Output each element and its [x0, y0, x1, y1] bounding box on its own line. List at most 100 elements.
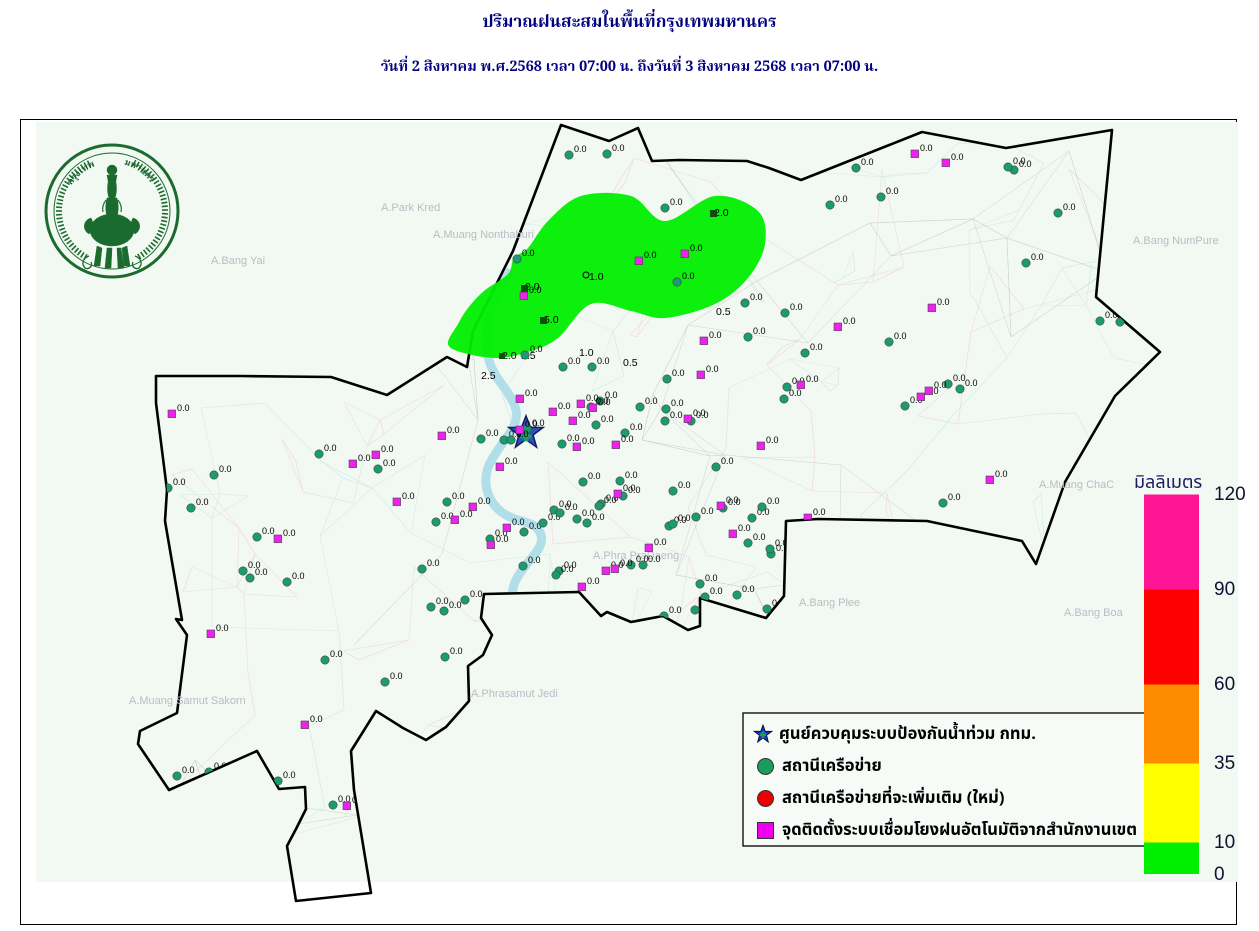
svg-text:0.0: 0.0	[592, 512, 605, 522]
svg-text:0.0: 0.0	[450, 646, 463, 656]
svg-text:0.0: 0.0	[835, 194, 848, 204]
svg-text:0.0: 0.0	[1105, 310, 1118, 320]
svg-text:0.0: 0.0	[597, 356, 610, 366]
svg-text:0.0: 0.0	[601, 414, 614, 424]
svg-text:0.0: 0.0	[505, 456, 518, 466]
svg-text:0.0: 0.0	[310, 714, 323, 724]
svg-text:2.5: 2.5	[481, 370, 496, 382]
svg-text:0.0: 0.0	[182, 765, 195, 775]
svg-text:0.0: 0.0	[436, 596, 449, 606]
svg-text:0.0: 0.0	[789, 388, 802, 398]
svg-text:A.Bang Yai: A.Bang Yai	[211, 255, 265, 267]
svg-text:0.0: 0.0	[937, 297, 950, 307]
svg-text:0.0: 0.0	[813, 507, 826, 517]
svg-text:0.0: 0.0	[861, 157, 874, 167]
svg-text:A.Bang Plee: A.Bang Plee	[799, 597, 860, 609]
svg-text:0.0: 0.0	[512, 517, 525, 527]
svg-text:0.0: 0.0	[219, 464, 232, 474]
svg-text:0.0: 0.0	[806, 374, 819, 384]
svg-text:0.0: 0.0	[565, 502, 578, 512]
svg-text:0.0: 0.0	[283, 528, 296, 538]
svg-text:0.0: 0.0	[753, 532, 766, 542]
svg-text:0.0: 0.0	[843, 316, 856, 326]
svg-text:0.0: 0.0	[766, 435, 779, 445]
svg-text:0.0: 0.0	[894, 331, 907, 341]
svg-text:0.0: 0.0	[578, 410, 591, 420]
svg-text:0.0: 0.0	[567, 433, 580, 443]
svg-text:0.0: 0.0	[1013, 156, 1026, 166]
svg-text:0.0: 0.0	[953, 373, 966, 383]
svg-text:0.0: 0.0	[530, 344, 543, 354]
svg-text:0.0: 0.0	[324, 443, 337, 453]
svg-text:0.0: 0.0	[588, 471, 601, 481]
svg-text:0.0: 0.0	[427, 558, 440, 568]
svg-text:0.0: 0.0	[478, 496, 491, 506]
svg-text:A.Park Kred: A.Park Kred	[381, 202, 440, 214]
svg-text:0.0: 0.0	[1031, 252, 1044, 262]
svg-text:0.0: 0.0	[886, 186, 899, 196]
svg-text:0.0: 0.0	[630, 422, 643, 432]
svg-text:0.0: 0.0	[654, 537, 667, 547]
svg-text:0.0: 0.0	[528, 555, 541, 565]
svg-text:1.0: 1.0	[579, 347, 594, 359]
svg-text:0.0: 0.0	[709, 330, 722, 340]
svg-text:0.0: 0.0	[742, 584, 755, 594]
svg-text:0.0: 0.0	[558, 401, 571, 411]
svg-text:0.0: 0.0	[934, 380, 947, 390]
svg-text:0.0: 0.0	[710, 586, 723, 596]
svg-text:A.Muang Samut Sakorn: A.Muang Samut Sakorn	[129, 695, 246, 707]
svg-text:0.0: 0.0	[330, 649, 343, 659]
svg-text:0.0: 0.0	[460, 509, 473, 519]
svg-text:0.0: 0.0	[1125, 311, 1138, 321]
svg-text:0.0: 0.0	[358, 453, 371, 463]
svg-text:0.0: 0.0	[381, 444, 394, 454]
svg-text:0.0: 0.0	[586, 393, 599, 403]
svg-text:0.0: 0.0	[670, 410, 683, 420]
svg-text:0.0: 0.0	[790, 302, 803, 312]
svg-text:0.0: 0.0	[753, 326, 766, 336]
svg-text:0.0: 0.0	[648, 554, 661, 564]
svg-text:0.0: 0.0	[402, 491, 415, 501]
svg-text:0.0: 0.0	[587, 576, 600, 586]
svg-text:0.0: 0.0	[529, 285, 542, 295]
svg-text:0.0: 0.0	[670, 197, 683, 207]
svg-text:0.0: 0.0	[767, 496, 780, 506]
svg-text:0.0: 0.0	[196, 497, 209, 507]
svg-text:0.0: 0.0	[669, 605, 682, 615]
svg-text:0.0: 0.0	[625, 470, 638, 480]
svg-text:0.0: 0.0	[726, 495, 739, 505]
svg-text:0.0: 0.0	[644, 250, 657, 260]
svg-text:0.0: 0.0	[173, 477, 186, 487]
svg-text:0.0: 0.0	[486, 428, 499, 438]
svg-text:0.0: 0.0	[561, 564, 574, 574]
svg-text:0.0: 0.0	[682, 271, 695, 281]
svg-text:A.Muang Nonthaburi: A.Muang Nonthaburi	[433, 229, 534, 241]
svg-text:0.0: 0.0	[995, 469, 1008, 479]
svg-text:0.0: 0.0	[965, 378, 978, 388]
svg-text:0.0: 0.0	[574, 144, 587, 154]
svg-text:0.0: 0.0	[1063, 202, 1076, 212]
svg-text:0.0: 0.0	[750, 292, 763, 302]
svg-text:0.0: 0.0	[678, 513, 691, 523]
svg-text:0.0: 0.0	[262, 526, 275, 536]
svg-text:0.0: 0.0	[390, 671, 403, 681]
svg-text:0.0: 0.0	[292, 571, 305, 581]
svg-text:0.5: 0.5	[623, 357, 638, 369]
svg-text:0.0: 0.0	[951, 152, 964, 162]
svg-text:A.Phrasamut Jedi: A.Phrasamut Jedi	[471, 688, 558, 700]
svg-text:0.0: 0.0	[496, 534, 509, 544]
svg-text:0.0: 0.0	[568, 356, 581, 366]
svg-text:0.0: 0.0	[810, 342, 823, 352]
svg-text:0.0: 0.0	[706, 364, 719, 374]
svg-text:0.0: 0.0	[447, 425, 460, 435]
svg-text:0.0: 0.0	[671, 398, 684, 408]
svg-text:0.0: 0.0	[672, 368, 685, 378]
svg-text:0.0: 0.0	[612, 143, 625, 153]
svg-text:0.0: 0.0	[621, 434, 634, 444]
svg-text:0.0: 0.0	[948, 492, 961, 502]
svg-text:0.0: 0.0	[383, 458, 396, 468]
svg-text:0.0: 0.0	[216, 623, 229, 633]
svg-text:0.0: 0.0	[248, 560, 261, 570]
svg-text:0.5: 0.5	[716, 306, 731, 318]
svg-text:0.0: 0.0	[522, 248, 535, 258]
